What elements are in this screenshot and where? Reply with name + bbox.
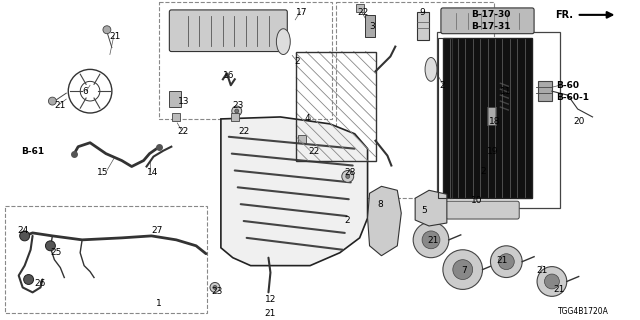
- Text: 16: 16: [223, 71, 234, 80]
- Bar: [538, 81, 552, 101]
- Text: B-17-31: B-17-31: [470, 22, 510, 31]
- Text: 21: 21: [553, 285, 564, 294]
- FancyBboxPatch shape: [170, 10, 287, 52]
- Text: 6: 6: [82, 87, 88, 96]
- Ellipse shape: [468, 167, 481, 189]
- Polygon shape: [221, 117, 367, 266]
- Text: 21: 21: [264, 309, 276, 318]
- Text: 2: 2: [481, 166, 486, 175]
- Text: B-60-1: B-60-1: [556, 93, 589, 102]
- Bar: [231, 113, 239, 121]
- Text: 20: 20: [573, 117, 585, 126]
- Circle shape: [545, 274, 559, 289]
- Bar: [438, 38, 452, 198]
- Text: 25: 25: [51, 248, 62, 257]
- Text: 22: 22: [177, 127, 189, 136]
- Text: 23: 23: [211, 287, 222, 296]
- Text: 21: 21: [497, 256, 508, 265]
- Text: 10: 10: [470, 196, 482, 205]
- Text: 28: 28: [345, 169, 356, 178]
- Text: 15: 15: [97, 169, 109, 178]
- Text: 8: 8: [378, 200, 383, 209]
- Text: 11: 11: [500, 87, 512, 96]
- Text: 17: 17: [296, 8, 308, 17]
- Bar: [365, 15, 374, 37]
- Bar: [443, 38, 532, 198]
- Circle shape: [210, 283, 220, 292]
- Circle shape: [235, 109, 239, 113]
- Circle shape: [49, 97, 56, 105]
- Bar: [336, 2, 495, 198]
- Text: 19: 19: [486, 147, 498, 156]
- Circle shape: [346, 174, 349, 179]
- Bar: [417, 12, 429, 40]
- Bar: [356, 4, 364, 12]
- Bar: [437, 32, 560, 208]
- Circle shape: [20, 231, 29, 241]
- Text: 26: 26: [35, 279, 46, 289]
- Ellipse shape: [276, 29, 291, 54]
- Bar: [170, 91, 181, 107]
- Text: 24: 24: [18, 226, 29, 235]
- Text: 27: 27: [152, 226, 163, 235]
- Circle shape: [499, 254, 515, 269]
- Text: 3: 3: [369, 22, 375, 31]
- Bar: [296, 52, 376, 161]
- Bar: [486, 107, 497, 125]
- Circle shape: [24, 275, 33, 284]
- FancyBboxPatch shape: [441, 8, 534, 34]
- Circle shape: [537, 267, 567, 296]
- Circle shape: [342, 171, 354, 182]
- Polygon shape: [367, 186, 401, 256]
- Text: 22: 22: [239, 127, 250, 136]
- Text: 2: 2: [294, 58, 300, 67]
- FancyBboxPatch shape: [446, 201, 519, 219]
- Text: 22: 22: [358, 8, 369, 17]
- Circle shape: [453, 260, 472, 279]
- Text: TGG4B1720A: TGG4B1720A: [558, 307, 609, 316]
- Text: 1: 1: [156, 299, 161, 308]
- Circle shape: [413, 222, 449, 258]
- Text: 21: 21: [536, 266, 547, 275]
- Text: 12: 12: [264, 295, 276, 304]
- Text: 22: 22: [308, 147, 319, 156]
- Ellipse shape: [470, 146, 484, 167]
- Text: B-60: B-60: [556, 81, 579, 90]
- Circle shape: [422, 231, 440, 249]
- Text: 21: 21: [54, 101, 66, 110]
- Circle shape: [490, 246, 522, 277]
- Text: 5: 5: [421, 206, 427, 215]
- Text: B-61: B-61: [20, 147, 44, 156]
- Bar: [298, 135, 306, 143]
- Text: 14: 14: [147, 169, 158, 178]
- Circle shape: [45, 241, 56, 251]
- Text: 9: 9: [419, 8, 425, 17]
- Text: 23: 23: [233, 101, 244, 110]
- Polygon shape: [415, 190, 447, 226]
- Text: B-17-30: B-17-30: [470, 10, 510, 19]
- Ellipse shape: [425, 58, 437, 81]
- Text: 2: 2: [345, 216, 351, 225]
- Text: 4: 4: [304, 114, 310, 123]
- Circle shape: [443, 250, 483, 289]
- Text: 18: 18: [488, 117, 500, 126]
- Bar: [172, 113, 180, 121]
- Text: 7: 7: [461, 266, 467, 275]
- Bar: [159, 2, 332, 119]
- Circle shape: [213, 285, 217, 289]
- Bar: [5, 206, 207, 313]
- Circle shape: [232, 106, 242, 116]
- Circle shape: [103, 26, 111, 34]
- Text: 21: 21: [109, 32, 120, 41]
- Text: 13: 13: [179, 97, 190, 106]
- Text: 2: 2: [439, 81, 445, 90]
- Text: FR.: FR.: [555, 10, 573, 20]
- Text: 21: 21: [427, 236, 438, 245]
